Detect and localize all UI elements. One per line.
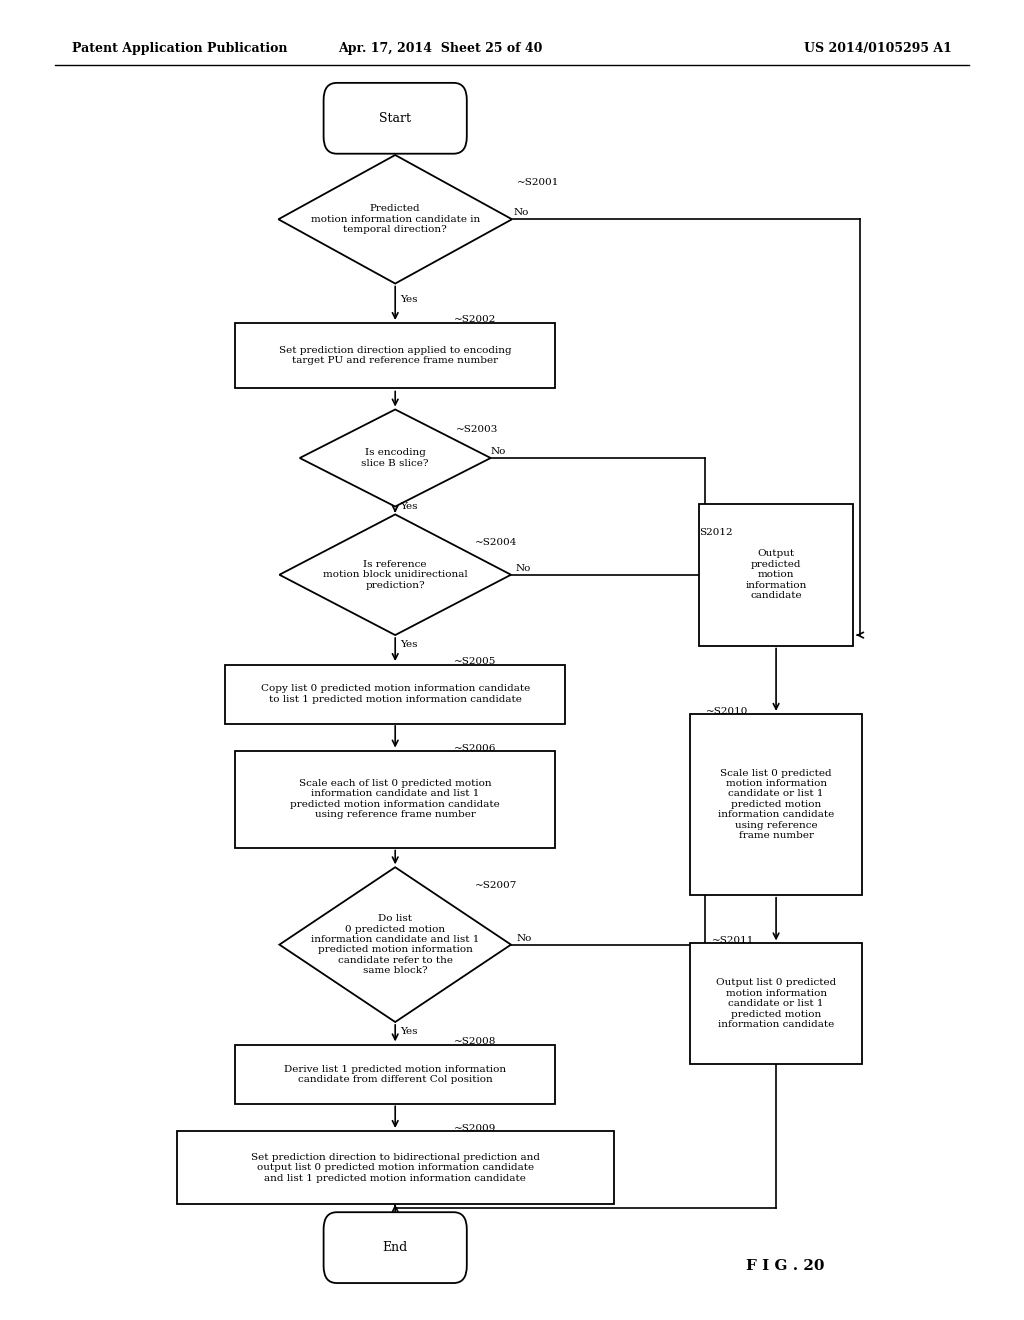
Polygon shape: [280, 515, 511, 635]
Text: Output list 0 predicted
motion information
candidate or list 1
predicted motion
: Output list 0 predicted motion informati…: [716, 978, 837, 1030]
Text: F I G . 20: F I G . 20: [745, 1259, 824, 1272]
Text: Do list
0 predicted motion
information candidate and list 1
predicted motion inf: Do list 0 predicted motion information c…: [311, 915, 479, 975]
Text: Set prediction direction to bidirectional prediction and
output list 0 predicted: Set prediction direction to bidirectiona…: [251, 1152, 540, 1183]
Polygon shape: [279, 154, 512, 284]
Bar: [690, 944, 862, 1064]
Text: S2012: S2012: [699, 528, 732, 537]
Text: No: No: [516, 933, 531, 942]
Text: Yes: Yes: [400, 502, 418, 511]
Text: Scale list 0 predicted
motion information
candidate or list 1
predicted motion
i: Scale list 0 predicted motion informatio…: [718, 768, 835, 840]
Text: Yes: Yes: [400, 294, 418, 304]
Bar: [225, 664, 565, 723]
Text: US 2014/0105295 A1: US 2014/0105295 A1: [805, 42, 952, 55]
Bar: [236, 751, 555, 847]
Text: Yes: Yes: [400, 640, 418, 649]
Text: ~S2002: ~S2002: [454, 314, 497, 323]
Text: Is encoding
slice B slice?: Is encoding slice B slice?: [361, 449, 429, 467]
Text: Scale each of list 0 predicted motion
information candidate and list 1
predicted: Scale each of list 0 predicted motion in…: [291, 779, 500, 820]
Text: No: No: [515, 564, 530, 573]
Text: ~S2011: ~S2011: [712, 936, 755, 945]
Text: Copy list 0 predicted motion information candidate
to list 1 predicted motion in: Copy list 0 predicted motion information…: [260, 684, 529, 704]
Text: ~S2009: ~S2009: [454, 1123, 497, 1133]
Text: ~S2001: ~S2001: [517, 178, 559, 187]
Text: End: End: [383, 1241, 408, 1254]
Text: ~S2008: ~S2008: [454, 1038, 497, 1047]
Text: Set prediction direction applied to encoding
target PU and reference frame numbe: Set prediction direction applied to enco…: [279, 346, 512, 366]
Text: ~S2006: ~S2006: [454, 743, 497, 752]
Text: ~S2003: ~S2003: [456, 425, 499, 434]
Text: Patent Application Publication: Patent Application Publication: [72, 42, 287, 55]
Text: ~S2004: ~S2004: [474, 537, 517, 546]
Text: Start: Start: [379, 112, 412, 125]
Polygon shape: [280, 867, 511, 1022]
Text: ~S2005: ~S2005: [454, 657, 497, 665]
Text: ~S2007: ~S2007: [474, 882, 517, 890]
Bar: [236, 1045, 555, 1104]
Text: Predicted
motion information candidate in
temporal direction?: Predicted motion information candidate i…: [310, 205, 480, 234]
Bar: [236, 323, 555, 388]
Bar: [690, 714, 862, 895]
FancyBboxPatch shape: [324, 83, 467, 153]
Text: ~S2010: ~S2010: [706, 706, 749, 715]
Text: Yes: Yes: [400, 1027, 418, 1036]
Text: Apr. 17, 2014  Sheet 25 of 40: Apr. 17, 2014 Sheet 25 of 40: [338, 42, 543, 55]
Polygon shape: [300, 409, 490, 507]
Text: Output
predicted
motion
information
candidate: Output predicted motion information cand…: [745, 549, 807, 601]
Text: No: No: [513, 209, 528, 218]
FancyBboxPatch shape: [324, 1212, 467, 1283]
Text: Is reference
motion block unidirectional
prediction?: Is reference motion block unidirectional…: [323, 560, 468, 590]
Text: Derive list 1 predicted motion information
candidate from different Col position: Derive list 1 predicted motion informati…: [284, 1065, 506, 1084]
Bar: [699, 504, 853, 645]
Text: No: No: [490, 447, 506, 457]
Bar: [177, 1131, 613, 1204]
